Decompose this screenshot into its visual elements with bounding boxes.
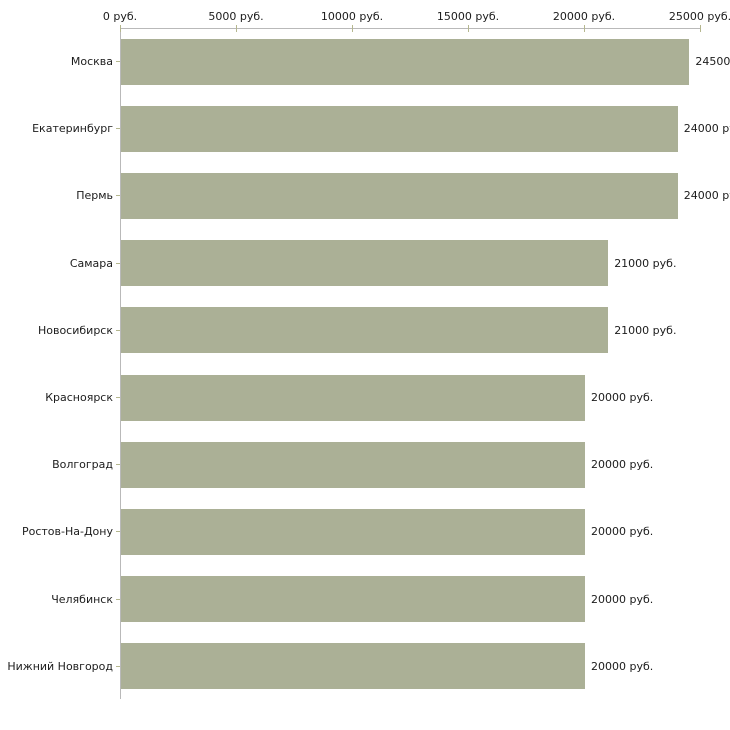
bar-zone: 24000 руб.: [121, 95, 730, 162]
category-tick: [116, 464, 120, 466]
x-axis-tick-label: 0 руб.: [102, 10, 138, 23]
category-tick: [116, 598, 120, 600]
chart-row: Красноярск 20000 руб.: [0, 364, 730, 431]
bar: [121, 441, 585, 488]
bar-zone: 24000 руб.: [121, 162, 730, 229]
category-label: Челябинск: [51, 592, 113, 606]
y-axis-line: [120, 28, 121, 699]
bar-zone: 20000 руб.: [121, 498, 730, 565]
category-label: Екатеринбург: [32, 122, 113, 136]
x-axis-tick-label: 20000 руб.: [552, 10, 616, 23]
bar-value-label: 20000 руб.: [591, 458, 654, 472]
chart-row: Волгоград 20000 руб.: [0, 431, 730, 498]
category-tick: [116, 665, 120, 667]
bar-zone: 20000 руб.: [121, 633, 730, 700]
category-tick: [116, 397, 120, 399]
category-tick-cell: [113, 531, 121, 533]
category-label: Новосибирск: [37, 323, 113, 337]
category-tick-cell: [113, 329, 121, 331]
category-label: Пермь: [76, 189, 113, 203]
bar: [121, 576, 585, 623]
bar: [121, 508, 585, 555]
chart-row: Челябинск 20000 руб.: [0, 566, 730, 633]
category-label: Красноярск: [45, 391, 113, 405]
bar-zone: 21000 руб.: [121, 297, 730, 364]
bar: [121, 374, 585, 421]
x-axis-tick: [352, 25, 353, 32]
chart-row: Москва 24500 руб.: [0, 28, 730, 95]
category-tick: [116, 61, 120, 63]
x-axis-tick-label: 5000 руб.: [208, 10, 264, 23]
bar-value-label: 24000 руб.: [683, 189, 730, 203]
x-axis-tick: [468, 25, 469, 32]
bar: [121, 240, 609, 287]
bar-zone: 24500 руб.: [121, 28, 730, 95]
x-axis-tick: [700, 25, 701, 32]
chart-row: Екатеринбург 24000 руб.: [0, 95, 730, 162]
category-tick: [116, 128, 120, 130]
category-tick-cell: [113, 598, 121, 600]
bar-value-label: 20000 руб.: [591, 659, 654, 673]
bar-value-label: 21000 руб.: [614, 256, 677, 270]
bar-zone: 20000 руб.: [121, 431, 730, 498]
chart-row: Пермь 24000 руб.: [0, 162, 730, 229]
x-axis-tick: [120, 25, 121, 32]
bar-value-label: 20000 руб.: [591, 525, 654, 539]
bar-rows: Москва 24500 руб. Екатеринбург 24000 руб…: [0, 28, 730, 700]
x-axis-tick-label: 10000 руб.: [320, 10, 384, 23]
category-tick-cell: [113, 61, 121, 63]
category-label: Нижний Новгород: [7, 659, 113, 673]
bar-value-label: 20000 руб.: [591, 592, 654, 606]
x-axis-tick: [236, 25, 237, 32]
category-tick: [116, 531, 120, 533]
category-tick-cell: [113, 262, 121, 264]
bar-value-label: 24500 руб.: [695, 55, 730, 69]
category-tick-cell: [113, 397, 121, 399]
bar-value-label: 20000 руб.: [591, 391, 654, 405]
category-tick-cell: [113, 665, 121, 667]
category-tick: [116, 262, 120, 264]
category-label: Волгоград: [52, 458, 113, 472]
bar-zone: 20000 руб.: [121, 566, 730, 633]
bar-zone: 20000 руб.: [121, 364, 730, 431]
bar: [121, 307, 609, 354]
chart-row: Ростов-На-Дону 20000 руб.: [0, 498, 730, 565]
x-axis-line: [120, 28, 701, 29]
x-axis-tick: [584, 25, 585, 32]
category-tick-cell: [113, 128, 121, 130]
bar-value-label: 24000 руб.: [683, 122, 730, 136]
bar-value-label: 21000 руб.: [614, 323, 677, 337]
bar: [121, 172, 678, 219]
category-label: Москва: [70, 55, 113, 69]
category-tick-cell: [113, 195, 121, 197]
category-label: Ростов-На-Дону: [21, 525, 113, 539]
chart-row: Новосибирск 21000 руб.: [0, 297, 730, 364]
bar: [121, 643, 585, 690]
x-axis-tick-label: 15000 руб.: [436, 10, 500, 23]
bar: [121, 105, 678, 152]
category-label: Самара: [69, 256, 113, 270]
category-tick: [116, 195, 120, 197]
chart-row: Самара 21000 руб.: [0, 230, 730, 297]
category-tick-cell: [113, 464, 121, 466]
bar-zone: 21000 руб.: [121, 230, 730, 297]
x-axis-tick-label: 25000 руб.: [668, 10, 730, 23]
bar: [121, 38, 690, 85]
category-tick: [116, 329, 120, 331]
chart-row: Нижний Новгород 20000 руб.: [0, 633, 730, 700]
